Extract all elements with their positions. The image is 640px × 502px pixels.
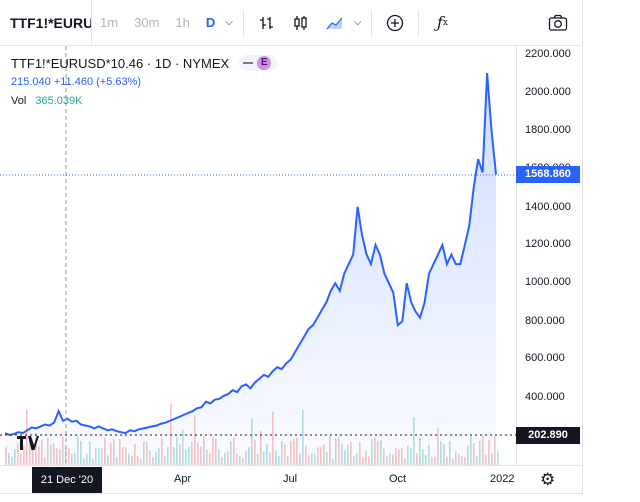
price-tick: 600.000 [525, 352, 565, 364]
toolbar-divider [371, 9, 373, 36]
volume-legend: Vol 365.039K [11, 95, 277, 107]
chart-type-chevron-down-icon[interactable]: ⌵ [353, 17, 362, 28]
volume-value-tag: 202.890 [516, 427, 580, 444]
add-indicator-icon[interactable] [382, 10, 408, 36]
price-area-fill [5, 73, 496, 465]
toolbar-divider [418, 9, 420, 36]
price-tick: 800.000 [525, 315, 565, 327]
time-tick: Jul [283, 473, 298, 485]
tradingview-logo[interactable] [17, 436, 39, 453]
price-tick: 400.000 [525, 391, 565, 403]
price-tick: 1800.000 [525, 124, 571, 136]
last-price-tag: 1568.860 [516, 166, 580, 183]
timeframe-1m[interactable]: 1m [100, 15, 119, 30]
camera-icon[interactable] [545, 10, 571, 36]
crosshair-date-tag: 21 Dec '20 [32, 467, 102, 493]
price-chart[interactable] [0, 46, 516, 465]
time-tick: 2022 [490, 473, 515, 485]
chart-widget [0, 0, 583, 494]
price-change: 215.040 +11.460 (+5.63%) [11, 76, 142, 88]
price-tick: 1200.000 [525, 238, 571, 250]
price-tick: 2000.000 [525, 86, 571, 98]
chart-toolbar: TTF1!*EURUSD 1m 30m 1h D ⌵ ⌵ ƒx [0, 0, 583, 46]
bar-style-icon[interactable] [254, 10, 280, 36]
candles-icon[interactable] [288, 10, 314, 36]
time-tick: Oct [389, 473, 407, 485]
volume-label: Vol [11, 95, 27, 107]
symbol-title: TTF1!*EURUSD*10.46 · 1D · NYMEX [11, 55, 230, 71]
timeframe-1h[interactable]: 1h [175, 15, 190, 30]
legend: TTF1!*EURUSD*10.46 · 1D · NYMEX E 215.04… [11, 55, 278, 107]
price-line [4, 73, 497, 437]
minus-icon [243, 62, 254, 64]
price-tick: 1000.000 [525, 276, 571, 288]
gear-icon[interactable]: ⚙ [540, 470, 556, 489]
earnings-e-icon: E [257, 56, 272, 70]
time-axis[interactable]: Apr Jul Oct 2022 21 Dec '20 ⚙ [0, 465, 583, 494]
price-tick: 2200.000 [525, 48, 571, 60]
price-tick: 1400.000 [525, 201, 571, 213]
timeframe-chevron-down-icon[interactable]: ⌵ [225, 17, 233, 28]
symbol-search[interactable]: TTF1!*EURUSD [0, 0, 92, 46]
volume-value: 365.039K [35, 95, 83, 107]
timeframe-30m[interactable]: 30m [134, 15, 160, 30]
toolbar-divider [242, 9, 244, 36]
volume-bar [497, 451, 499, 465]
earnings-badge[interactable]: E [239, 55, 278, 71]
timeframe-d[interactable]: D [205, 15, 216, 30]
time-tick: Apr [174, 473, 192, 485]
legend-title-row: TTF1!*EURUSD*10.46 · 1D · NYMEX E [11, 55, 278, 71]
price-axis-border [516, 46, 517, 465]
area-icon[interactable] [322, 10, 348, 36]
